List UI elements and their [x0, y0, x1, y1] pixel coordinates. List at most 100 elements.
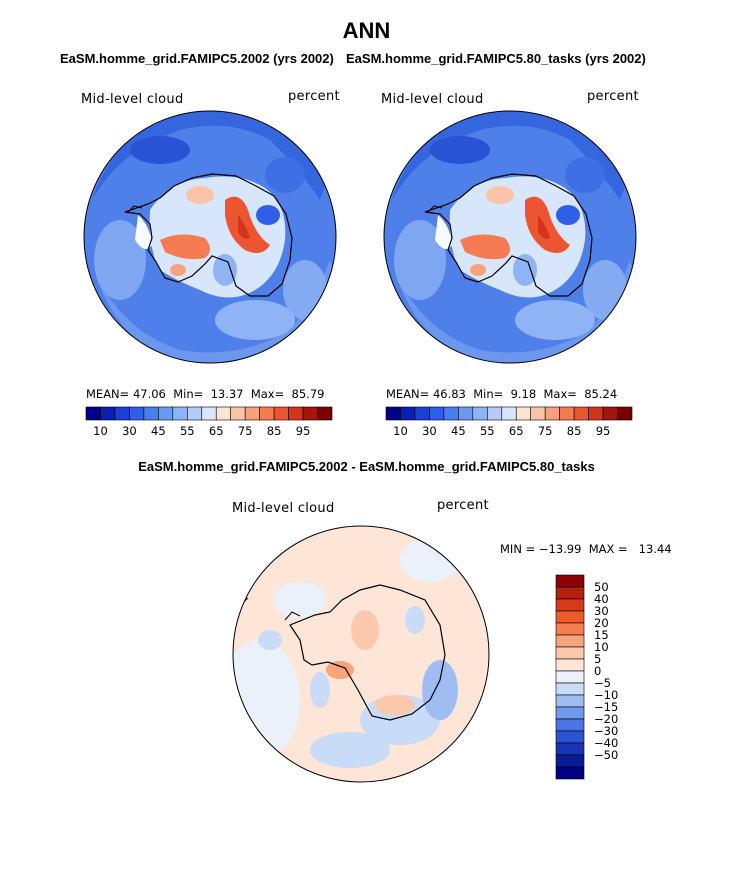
difference-colorbar-swatch	[555, 634, 585, 648]
panel-2-stats: MEAN= 46.83 Min= 9.18 Max= 85.24	[386, 387, 618, 401]
panel-1-colorbar-swatch	[186, 406, 203, 421]
difference-colorbar-swatch	[555, 598, 585, 612]
panel-1-colorbar-swatch	[215, 406, 232, 421]
panel-1-colorbar-swatch	[172, 406, 188, 421]
panel-1-colorbar-swatch	[317, 406, 333, 421]
panel-1-map	[84, 111, 336, 363]
panel-2-colorbar-swatch	[414, 406, 430, 421]
panel-1-colorbar-swatch	[201, 406, 217, 421]
difference-colorbar-tick-label: 50	[594, 580, 609, 594]
panel-1-colorbar-swatch	[85, 406, 101, 421]
panel-2-colorbar-tick-label: 75	[537, 424, 553, 438]
panel-2-colorbar-tick-label: 10	[393, 424, 408, 438]
panel-2-colorbar-tick-label: 95	[595, 424, 611, 438]
panel-1-colorbar-swatch	[143, 406, 159, 421]
panel-1-colorbar-swatch	[244, 406, 260, 421]
difference-colorbar-tick-label: −10	[594, 688, 619, 702]
panel-1-colorbar-tick-label: 55	[179, 424, 195, 438]
difference-colorbar-tick-label: −5	[594, 676, 611, 690]
panel-1-colorbar-swatch	[129, 406, 145, 421]
panel-1-colorbar-swatch	[259, 406, 275, 421]
difference-colorbar-swatch	[555, 742, 585, 756]
difference-colorbar-tick-label: 5	[594, 652, 602, 666]
panel-1-colorbar	[85, 406, 333, 421]
panel-2-variable-label: Mid-level cloud	[381, 92, 484, 107]
panel-2-colorbar-tick-label: 30	[422, 424, 437, 438]
panel-1-subtitle: EaSM.homme_grid.FAMIPC5.2002 (yrs 2002)	[60, 51, 334, 66]
difference-colorbar-swatch	[555, 682, 585, 696]
panel-2-colorbar-swatch	[544, 406, 560, 421]
panel-1-units-label: percent	[288, 89, 340, 104]
difference-colorbar-swatch	[555, 670, 585, 684]
panel-2-colorbar-swatch	[588, 406, 604, 421]
panel-1-colorbar-swatch	[230, 406, 246, 421]
difference-colorbar-swatch	[555, 694, 585, 708]
difference-colorbar	[555, 574, 585, 780]
panel-1-colorbar-swatch	[273, 406, 289, 421]
difference-colorbar-swatch	[555, 574, 585, 588]
panel-2-colorbar-swatch	[573, 406, 589, 421]
panel-2-subtitle: EaSM.homme_grid.FAMIPC5.80_tasks (yrs 20…	[346, 51, 646, 66]
difference-colorbar-tick-label: 30	[594, 604, 609, 618]
panel-2-colorbar-tick-label: 55	[479, 424, 495, 438]
difference-colorbar-swatch	[555, 766, 585, 780]
panel-2-colorbar-swatch	[515, 406, 532, 421]
difference-variable-label: Mid-level cloud	[232, 501, 335, 516]
panel-1-variable-label: Mid-level cloud	[81, 92, 184, 107]
panel-1-colorbar-tick-label: 75	[237, 424, 253, 438]
panel-1-colorbar-tick-label: 30	[122, 424, 137, 438]
panel-1-colorbar-tick-label: 85	[266, 424, 282, 438]
panel-2-colorbar-swatch	[385, 406, 401, 421]
difference-subtitle: EaSM.homme_grid.FAMIPC5.2002 - EaSM.homm…	[138, 459, 595, 474]
difference-colorbar-swatch	[555, 646, 585, 660]
panel-2-colorbar-swatch	[602, 406, 618, 421]
panel-2-colorbar-swatch	[429, 406, 445, 421]
panel-2-colorbar-swatch	[501, 406, 517, 421]
difference-colorbar-tick-label: −20	[594, 712, 619, 726]
panel-2-colorbar	[385, 406, 633, 421]
panel-2-colorbar-swatch	[443, 406, 459, 421]
panel-2-colorbar-swatch	[400, 406, 416, 421]
panel-2-colorbar-tick-label: 85	[566, 424, 582, 438]
difference-colorbar-swatch	[555, 706, 585, 720]
difference-colorbar-tick-label: −30	[594, 724, 619, 738]
difference-colorbar-tick-label: −15	[594, 700, 619, 714]
difference-colorbar-tick-label: 0	[594, 664, 602, 678]
difference-minmax: MIN = −13.99 MAX = 13.44	[500, 542, 672, 556]
difference-colorbar-swatch	[555, 586, 585, 600]
panel-2-colorbar-swatch	[617, 406, 633, 421]
difference-colorbar-swatch	[555, 622, 585, 636]
panel-2-units-label: percent	[587, 89, 639, 104]
panel-2-colorbar-swatch	[458, 406, 474, 421]
panel-2-colorbar-swatch	[486, 406, 503, 421]
difference-colorbar-swatch	[555, 754, 585, 768]
difference-colorbar-tick-label: 20	[594, 616, 609, 630]
panel-1-colorbar-tick-label: 45	[151, 424, 166, 438]
difference-colorbar-tick-label: 40	[594, 592, 609, 606]
panel-1-colorbar-swatch	[302, 406, 318, 421]
difference-colorbar-tick-label: −40	[594, 736, 619, 750]
panel-1-colorbar-tick-label: 65	[208, 424, 224, 438]
panel-1-colorbar-swatch	[100, 406, 116, 421]
panel-1-colorbar-swatch	[114, 406, 130, 421]
panel-2-colorbar-swatch	[530, 406, 546, 421]
difference-colorbar-swatch	[555, 658, 585, 672]
panel-1-stats: MEAN= 47.06 Min= 13.37 Max= 85.79	[86, 387, 325, 401]
difference-colorbar-tick-label: 10	[594, 640, 609, 654]
difference-units-label: percent	[437, 498, 489, 513]
panel-1-colorbar-tick-label: 95	[295, 424, 311, 438]
panel-2-colorbar-swatch	[472, 406, 488, 421]
panel-2-map	[384, 111, 636, 363]
difference-map	[233, 526, 489, 782]
difference-colorbar-swatch	[555, 610, 585, 624]
difference-colorbar-swatch	[555, 718, 585, 732]
difference-colorbar-tick-label: 15	[594, 628, 609, 642]
difference-colorbar-tick-label: −50	[594, 748, 619, 762]
panel-2-colorbar-tick-label: 65	[508, 424, 524, 438]
page-title: ANN	[342, 18, 391, 43]
panel-1-colorbar-swatch	[158, 406, 174, 421]
panel-1-colorbar-swatch	[288, 406, 304, 421]
difference-colorbar-swatch	[555, 730, 585, 744]
panel-2-colorbar-swatch	[559, 406, 575, 421]
